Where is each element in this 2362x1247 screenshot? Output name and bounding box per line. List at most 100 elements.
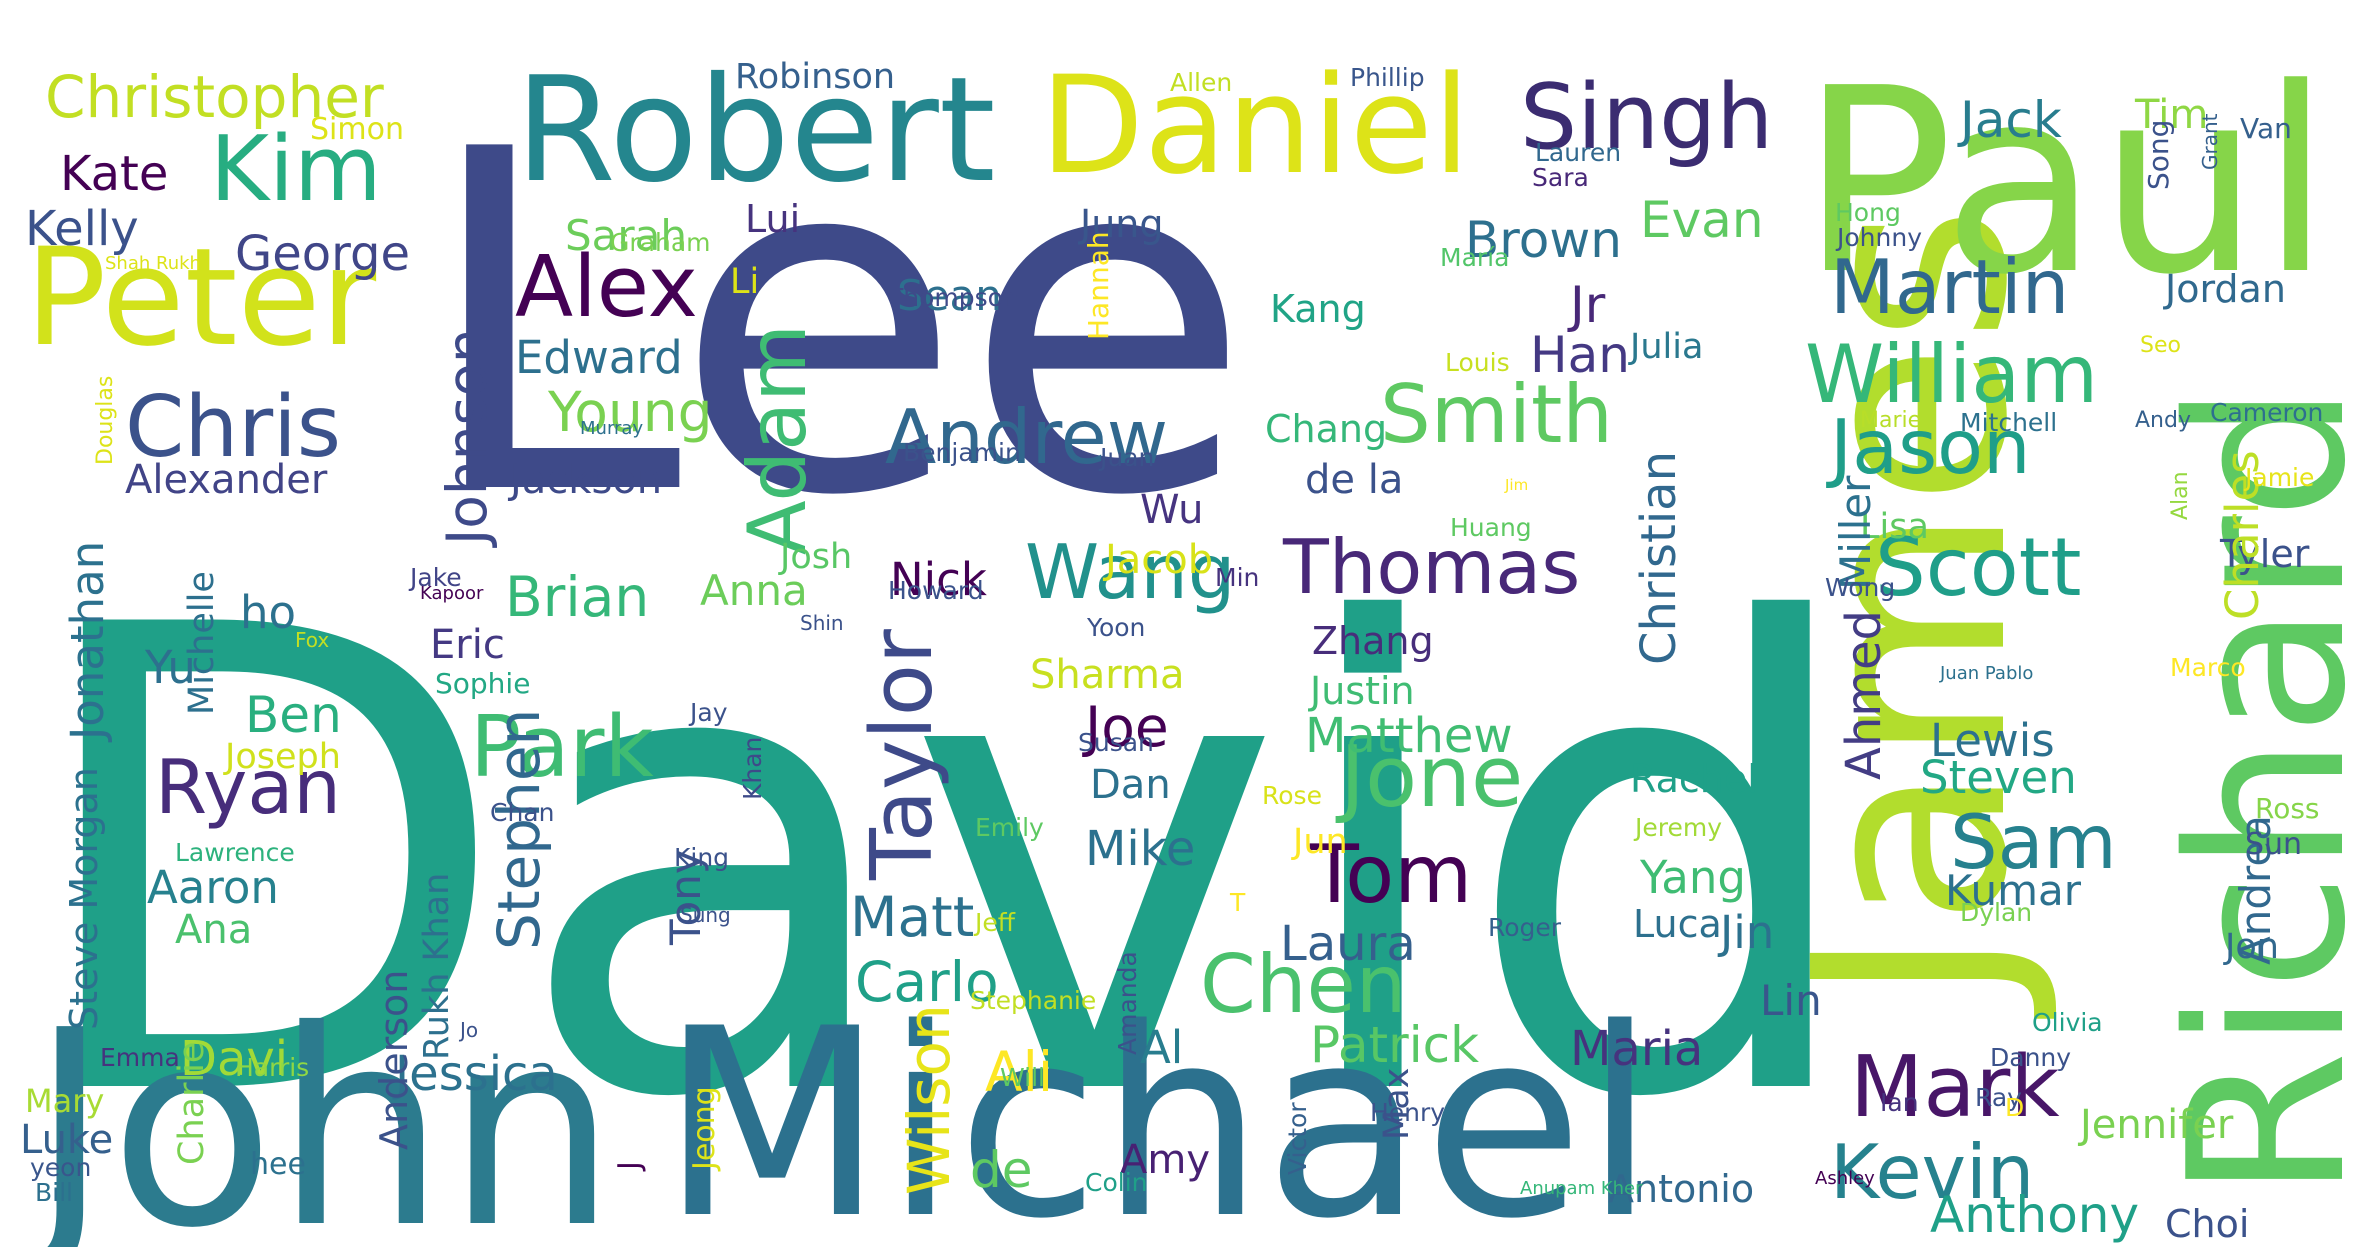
cloud-word: Douglas [93,375,118,465]
cloud-word: Johnny [1837,223,1922,252]
cloud-word: Lui [745,197,801,241]
cloud-word: Rukh Khan [417,872,457,1060]
cloud-word: Anupam Kher [1520,1178,1643,1199]
cloud-word: Victor [1283,1102,1312,1175]
cloud-word: Christian [1631,450,1687,665]
cloud-word: Alex [515,238,698,337]
cloud-word: Wu [1140,487,1204,533]
cloud-word: Robert [515,46,996,215]
cloud-word: Jacob [1105,537,1214,583]
cloud-word: Alan [2168,471,2193,520]
cloud-word: Antonio [1608,1167,1755,1211]
cloud-word: Seo [2140,333,2181,358]
cloud-word: Hannah [1082,231,1115,340]
cloud-word: Kang [1270,287,1366,331]
cloud-word: Kim [210,117,382,222]
cloud-word: Jo [460,1018,479,1042]
cloud-word: Howard [888,576,984,605]
cloud-word: Daniel [1040,47,1471,204]
cloud-word: Ahmed [1836,609,1892,780]
cloud-word: Van [2240,112,2292,145]
cloud-word: Lauren [1535,138,1622,167]
cloud-word: Shah Rukh [105,253,201,274]
cloud-word: Michelle [182,571,222,715]
cloud-word: Simon [310,112,404,147]
cloud-word: Emily [975,813,1044,842]
cloud-word: Chris [125,378,342,477]
cloud-word: Eric [430,622,505,668]
cloud-word: Steve Morgan [62,767,106,1030]
cloud-word: Jeong [687,1086,722,1170]
cloud-word: Davi [180,1031,289,1087]
cloud-word: Ben [245,686,342,744]
cloud-word: Luke [20,1117,114,1163]
cloud-word: Rachel [1630,757,1758,801]
cloud-word: Amy [1120,1137,1210,1183]
cloud-word: J [612,1161,647,1170]
cloud-word: Kelly [25,201,139,257]
cloud-word: Thompson [888,283,1019,312]
cloud-word: Joseph [225,737,341,777]
cloud-word: Kevin [1830,1128,2035,1216]
cloud-word: Jason [1830,403,2031,491]
cloud-word: Ali [985,1040,1054,1104]
cloud-word: Aaron [147,861,279,914]
cloud-word: Olivia [2032,1008,2103,1037]
cloud-word: Jack [1960,91,2062,149]
cloud-word: Ana [175,907,253,953]
cloud-word: Danny [1990,1043,2072,1072]
cloud-word: Lisa [1860,507,1929,547]
cloud-word: Marco [2170,653,2246,682]
cloud-word: T [1230,888,1246,917]
cloud-word: Peter [25,219,377,376]
cloud-word: Han [1530,326,1630,384]
cloud-word: Mitchell [1960,408,2058,437]
cloud-word: Susan [1078,728,1154,757]
cloud-word: Chen [1200,938,1407,1031]
cloud-word: Khan [738,736,767,800]
cloud-word: Dan [1090,762,1171,808]
cloud-word: Smith [1380,368,1614,461]
cloud-word: Ryan [155,743,341,831]
cloud-word: Jim [1505,476,1529,494]
cloud-word: María [1440,243,1510,272]
cloud-word: Andrew [885,393,1169,481]
cloud-word: Amanda [1113,951,1142,1055]
cloud-word: David [20,492,1868,1237]
cloud-word: Sharma [1030,652,1185,698]
cloud-word: Matthew [1305,708,1513,764]
cloud-word: Grant [2198,113,2222,171]
cloud-word: Louis [1445,348,1510,377]
cloud-word: Anderson [372,969,416,1150]
cloud-word: Adam [731,323,824,555]
cloud-word: Jeff [975,908,1015,937]
cloud-word: Max [1377,1067,1417,1140]
cloud-word: Sophie [435,667,531,700]
cloud-word: Tim [2135,92,2209,138]
cloud-word: Christopher [45,63,384,131]
cloud-word: Sam [1950,798,2117,886]
cloud-word: Hong [1835,198,1901,227]
cloud-word: Carlo [855,950,999,1014]
cloud-word: ho [240,586,297,639]
cloud-word: Al [1140,1021,1184,1074]
cloud-word: yeon [30,1153,92,1182]
cloud-word: Cameron [2210,398,2324,427]
cloud-word: Anna [700,566,808,615]
cloud-word: Lee [420,51,1252,598]
cloud-word: Zhang [1312,619,1434,663]
cloud-word: Paul [1800,34,2332,331]
cloud-word: Andy [2135,408,2191,433]
cloud-word: Yu [145,641,196,694]
cloud-word: Taylor [853,629,952,880]
cloud-word: Juan Pablo [1940,663,2034,684]
cloud-word: Kate [60,146,169,202]
cloud-word: Park [470,698,654,797]
cloud-word: Jordan [2165,267,2286,311]
cloud-word: Chan [490,798,555,827]
cloud-word: Juan [1100,443,1155,472]
cloud-word: Mike [1085,821,1196,877]
cloud-word: Li [730,262,760,302]
cloud-word: Bill [35,1178,73,1207]
